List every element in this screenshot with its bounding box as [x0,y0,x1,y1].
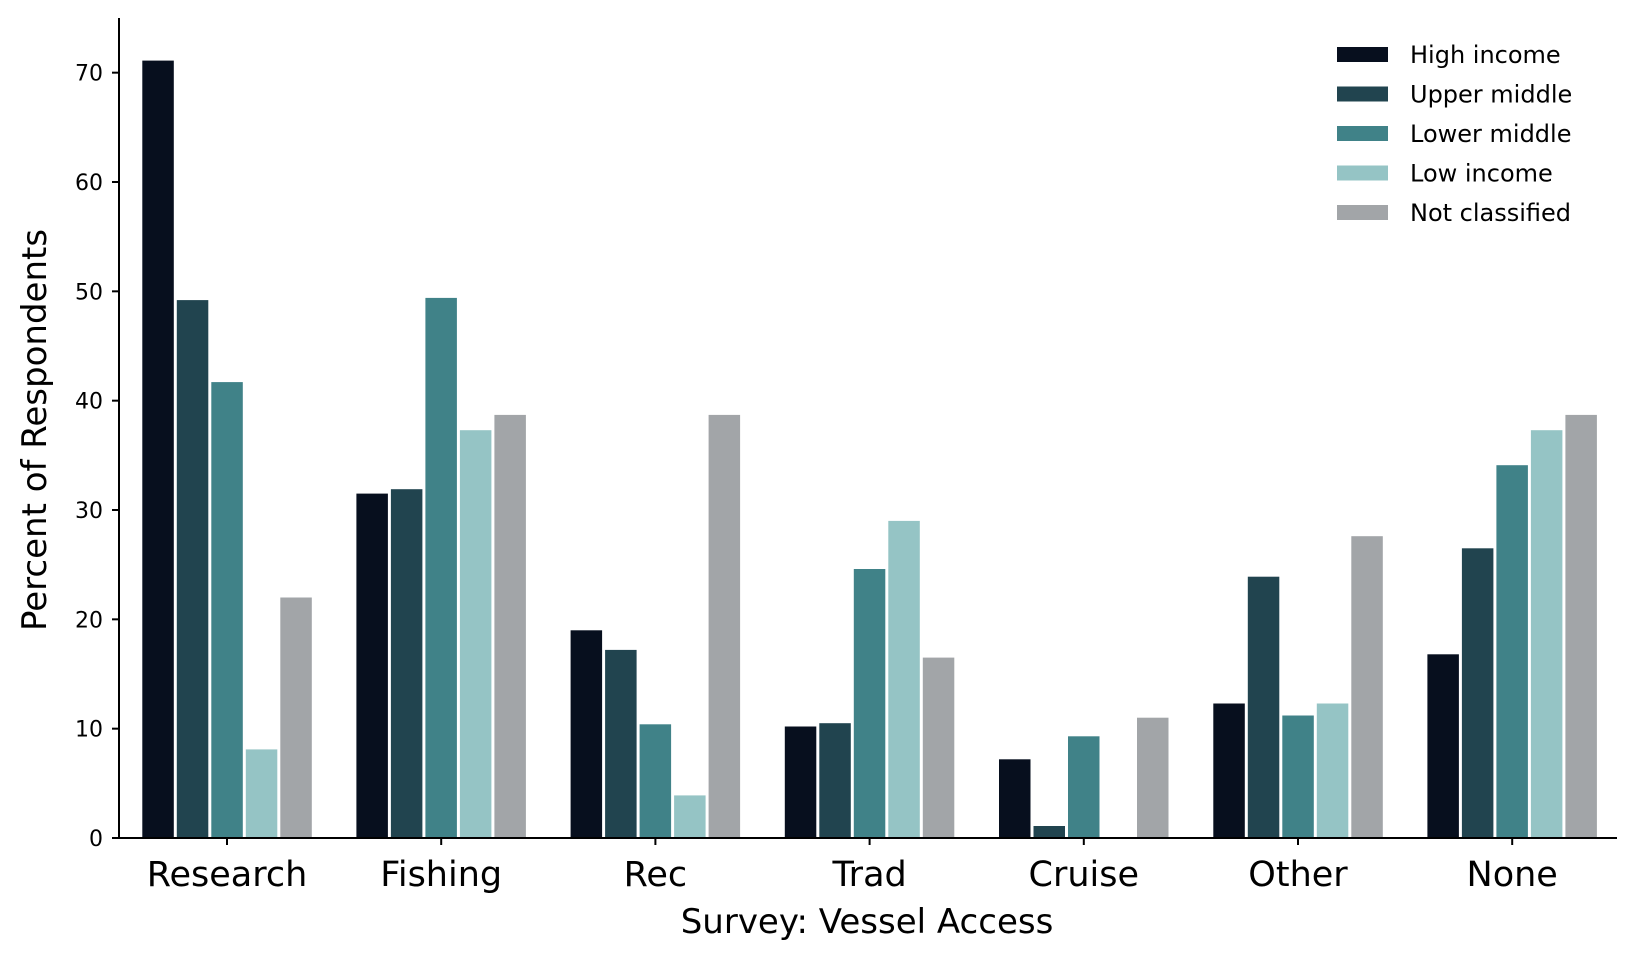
x-tick-labels-group: Research Fishing Rec Trad Cruise Other None [147,838,1558,895]
x-tick-label-other: Other [1248,855,1348,895]
x-tick-label-rec: Rec [624,855,688,895]
bar-trad-upper-middle [819,723,851,838]
y-tick-label: 30 [75,499,103,524]
legend-swatch-not-classified [1337,205,1388,220]
bar-fishing-not-classified [494,414,526,838]
y-tick-label: 60 [75,171,103,196]
bar-none-upper-middle [1461,548,1494,838]
bar-cruise-high-income [999,759,1031,838]
legend-swatch-low-income [1337,165,1388,181]
bar-research-upper-middle [176,300,209,839]
y-axis-title: Percent of Respondents [15,229,55,631]
bar-other-upper-middle [1247,576,1280,838]
x-tick-label-cruise: Cruise [1029,855,1140,895]
bar-cruise-lower-middle [1068,736,1100,838]
bar-rec-low-income [674,795,706,838]
legend-swatch-high-income [1337,47,1388,62]
legend-label-not-classified: Not classified [1410,199,1571,227]
y-tick-label: 70 [75,62,103,87]
bar-rec-high-income [570,630,603,838]
bar-none-lower-middle [1496,465,1528,838]
bar-other-high-income [1213,703,1245,838]
bars-group [142,60,1597,839]
x-tick-label-trad: Trad [831,855,906,895]
y-tick-label: 40 [75,390,103,415]
bar-other-low-income [1316,703,1349,838]
bar-other-lower-middle [1282,715,1314,838]
x-tick-label-fishing: Fishing [380,855,502,895]
bar-other-not-classified [1351,536,1383,838]
legend-label-high-income: High income [1410,41,1561,69]
bar-none-low-income [1530,430,1563,838]
legend-swatch-upper-middle [1337,86,1388,102]
bar-none-not-classified [1565,414,1597,838]
legend-label-lower-middle: Lower middle [1410,120,1571,148]
x-tick-label-none: None [1467,855,1558,895]
bar-fishing-high-income [356,493,388,838]
x-tick-label-research: Research [147,855,308,895]
bar-trad-high-income [784,726,817,838]
bar-rec-upper-middle [605,649,637,838]
bar-research-high-income [142,60,174,839]
bar-research-low-income [245,749,278,838]
bar-cruise-upper-middle [1033,826,1065,838]
bar-fishing-low-income [459,430,492,838]
bar-fishing-lower-middle [425,297,457,838]
y-tick-label: 0 [89,827,103,852]
legend: High income Upper middle Lower middle Low i… [1337,41,1572,227]
bar-rec-not-classified [708,414,741,838]
bar-research-not-classified [280,597,312,838]
bar-none-high-income [1427,654,1459,838]
bar-trad-low-income [888,520,920,838]
bar-cruise-not-classified [1137,717,1169,838]
bar-rec-lower-middle [639,724,672,838]
y-tick-label: 20 [75,608,103,633]
bar-research-lower-middle [211,382,243,838]
legend-label-upper-middle: Upper middle [1410,81,1572,109]
bar-fishing-upper-middle [390,489,423,838]
bar-trad-lower-middle [853,569,886,838]
x-axis-title: Survey: Vessel Access [681,902,1054,942]
y-ticks-group: 0 10 20 30 40 50 60 70 [75,62,119,852]
y-tick-label: 50 [75,280,103,305]
y-tick-label: 10 [75,718,103,743]
legend-label-low-income: Low income [1410,160,1553,188]
axes-group [118,18,1617,839]
legend-swatch-lower-middle [1337,126,1388,141]
bar-trad-not-classified [922,657,955,838]
